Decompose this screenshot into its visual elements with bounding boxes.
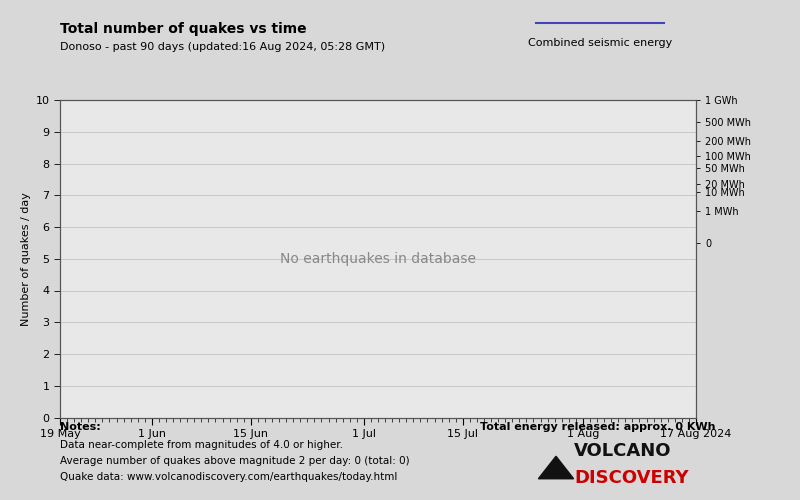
Text: DISCOVERY: DISCOVERY [574,469,689,487]
Text: No earthquakes in database: No earthquakes in database [280,252,476,266]
Text: Combined seismic energy: Combined seismic energy [528,38,672,48]
Y-axis label: Number of quakes / day: Number of quakes / day [22,192,31,326]
Text: Average number of quakes above magnitude 2 per day: 0 (total: 0): Average number of quakes above magnitude… [60,456,410,466]
Text: Quake data: www.volcanodiscovery.com/earthquakes/today.html: Quake data: www.volcanodiscovery.com/ear… [60,472,398,482]
Text: Data near-complete from magnitudes of 4.0 or higher.: Data near-complete from magnitudes of 4.… [60,440,343,450]
Text: Total number of quakes vs time: Total number of quakes vs time [60,22,306,36]
Text: Total energy released: approx. 0 KWh: Total energy released: approx. 0 KWh [480,422,715,432]
Text: Donoso - past 90 days (updated:16 Aug 2024, 05:28 GMT): Donoso - past 90 days (updated:16 Aug 20… [60,42,385,52]
Text: VOLCANO: VOLCANO [574,442,672,460]
Text: Notes:: Notes: [60,422,101,432]
